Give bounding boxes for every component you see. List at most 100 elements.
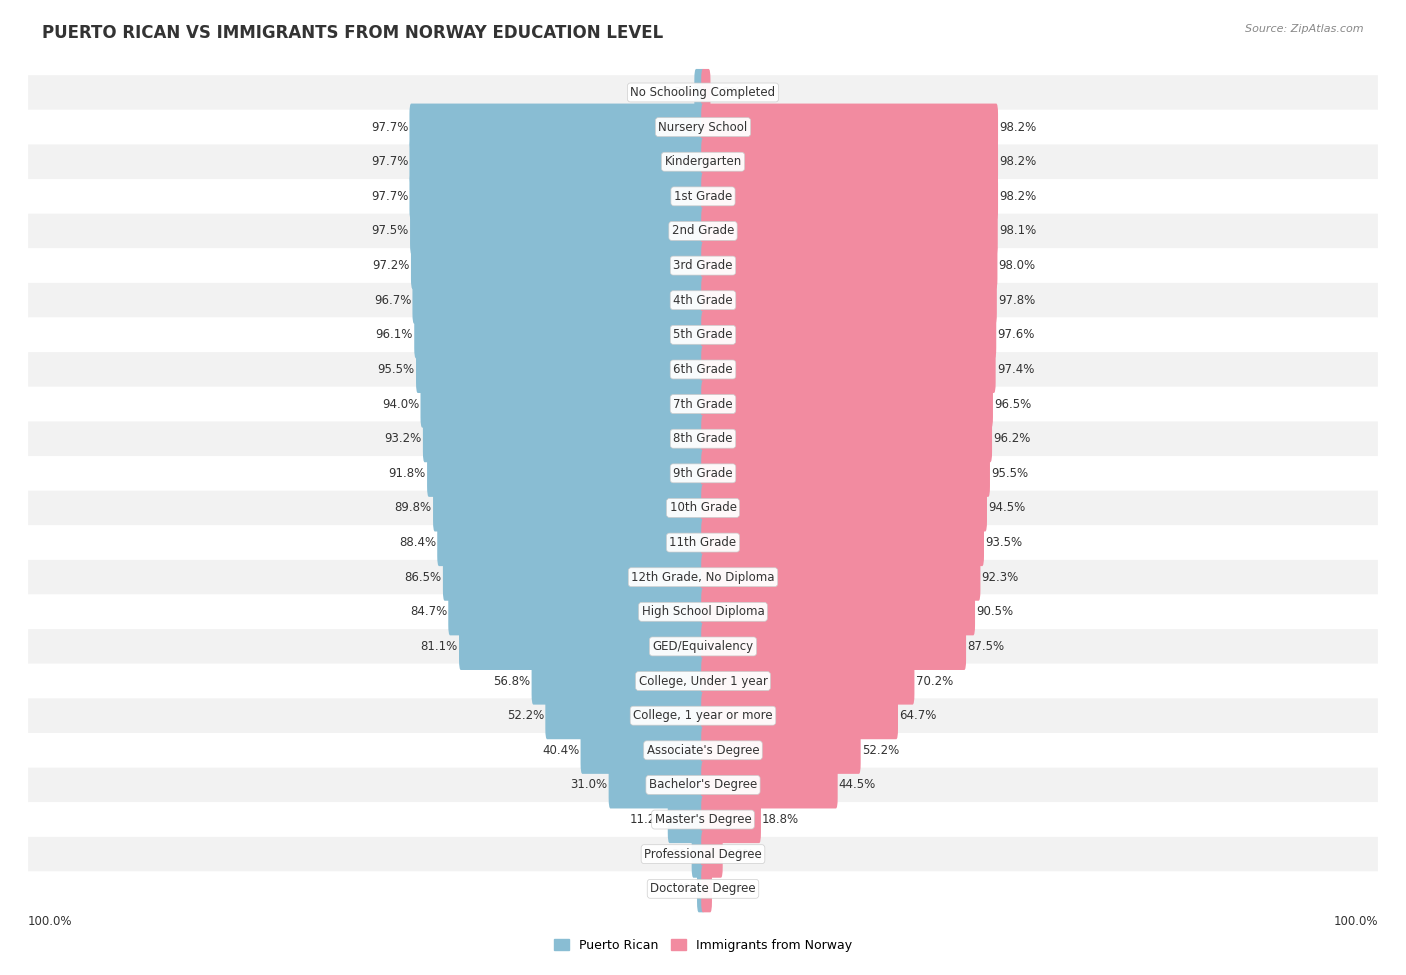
FancyBboxPatch shape [692, 831, 704, 878]
Text: 100.0%: 100.0% [28, 915, 73, 928]
Text: 11th Grade: 11th Grade [669, 536, 737, 549]
FancyBboxPatch shape [28, 214, 1378, 249]
FancyBboxPatch shape [28, 664, 1378, 698]
Legend: Puerto Rican, Immigrants from Norway: Puerto Rican, Immigrants from Norway [548, 934, 858, 956]
Text: 64.7%: 64.7% [900, 709, 936, 722]
FancyBboxPatch shape [409, 103, 704, 151]
FancyBboxPatch shape [28, 318, 1378, 352]
FancyBboxPatch shape [702, 415, 993, 462]
FancyBboxPatch shape [702, 277, 997, 324]
FancyBboxPatch shape [668, 796, 704, 843]
FancyBboxPatch shape [28, 526, 1378, 560]
FancyBboxPatch shape [702, 242, 997, 290]
FancyBboxPatch shape [28, 490, 1378, 526]
FancyBboxPatch shape [412, 277, 704, 324]
Text: 2.3%: 2.3% [664, 86, 693, 99]
Text: 4th Grade: 4th Grade [673, 293, 733, 307]
Text: 98.0%: 98.0% [998, 259, 1036, 272]
Text: 98.2%: 98.2% [1000, 190, 1036, 203]
Text: Doctorate Degree: Doctorate Degree [650, 882, 756, 895]
Text: 18.8%: 18.8% [762, 813, 799, 826]
FancyBboxPatch shape [702, 796, 761, 843]
FancyBboxPatch shape [28, 249, 1378, 283]
Text: 97.7%: 97.7% [371, 121, 408, 134]
Text: 2nd Grade: 2nd Grade [672, 224, 734, 238]
FancyBboxPatch shape [443, 554, 704, 601]
Text: 56.8%: 56.8% [494, 675, 530, 687]
Text: 91.8%: 91.8% [388, 467, 426, 480]
FancyBboxPatch shape [415, 311, 704, 359]
FancyBboxPatch shape [28, 456, 1378, 490]
Text: 94.5%: 94.5% [988, 501, 1025, 515]
Text: 96.1%: 96.1% [375, 329, 413, 341]
FancyBboxPatch shape [702, 69, 710, 116]
Text: 1.9%: 1.9% [711, 86, 741, 99]
Text: 97.7%: 97.7% [371, 190, 408, 203]
Text: PUERTO RICAN VS IMMIGRANTS FROM NORWAY EDUCATION LEVEL: PUERTO RICAN VS IMMIGRANTS FROM NORWAY E… [42, 24, 664, 42]
FancyBboxPatch shape [28, 837, 1378, 872]
FancyBboxPatch shape [28, 75, 1378, 110]
FancyBboxPatch shape [409, 173, 704, 220]
FancyBboxPatch shape [702, 103, 998, 151]
FancyBboxPatch shape [697, 865, 704, 913]
Text: 6.0%: 6.0% [724, 847, 754, 861]
Text: Source: ZipAtlas.com: Source: ZipAtlas.com [1246, 24, 1364, 34]
Text: 97.2%: 97.2% [373, 259, 409, 272]
FancyBboxPatch shape [702, 519, 984, 566]
Text: 9th Grade: 9th Grade [673, 467, 733, 480]
FancyBboxPatch shape [609, 761, 704, 808]
Text: 7th Grade: 7th Grade [673, 398, 733, 410]
Text: 88.4%: 88.4% [399, 536, 436, 549]
FancyBboxPatch shape [28, 629, 1378, 664]
FancyBboxPatch shape [458, 623, 704, 670]
Text: 81.1%: 81.1% [420, 640, 458, 653]
Text: 98.2%: 98.2% [1000, 121, 1036, 134]
Text: 98.1%: 98.1% [998, 224, 1036, 238]
FancyBboxPatch shape [28, 872, 1378, 906]
Text: 52.2%: 52.2% [508, 709, 544, 722]
FancyBboxPatch shape [702, 588, 974, 636]
Text: 97.4%: 97.4% [997, 363, 1035, 376]
Text: 8th Grade: 8th Grade [673, 432, 733, 446]
Text: 86.5%: 86.5% [405, 570, 441, 584]
FancyBboxPatch shape [546, 692, 704, 739]
FancyBboxPatch shape [702, 173, 998, 220]
Text: 12th Grade, No Diploma: 12th Grade, No Diploma [631, 570, 775, 584]
FancyBboxPatch shape [28, 144, 1378, 179]
FancyBboxPatch shape [411, 208, 704, 254]
Text: Nursery School: Nursery School [658, 121, 748, 134]
FancyBboxPatch shape [437, 519, 704, 566]
Text: Bachelor's Degree: Bachelor's Degree [650, 778, 756, 792]
FancyBboxPatch shape [702, 865, 711, 913]
Text: 93.5%: 93.5% [986, 536, 1022, 549]
Text: College, 1 year or more: College, 1 year or more [633, 709, 773, 722]
FancyBboxPatch shape [28, 595, 1378, 629]
FancyBboxPatch shape [531, 657, 704, 705]
Text: 97.6%: 97.6% [997, 329, 1035, 341]
FancyBboxPatch shape [28, 179, 1378, 214]
Text: 97.5%: 97.5% [371, 224, 409, 238]
Text: 1.4%: 1.4% [666, 882, 696, 895]
FancyBboxPatch shape [581, 726, 704, 774]
Text: 93.2%: 93.2% [384, 432, 422, 446]
Text: 90.5%: 90.5% [976, 605, 1014, 618]
FancyBboxPatch shape [702, 449, 990, 497]
Text: 89.8%: 89.8% [395, 501, 432, 515]
FancyBboxPatch shape [702, 311, 997, 359]
Text: 31.0%: 31.0% [571, 778, 607, 792]
FancyBboxPatch shape [702, 623, 966, 670]
Text: 96.5%: 96.5% [994, 398, 1032, 410]
Text: 95.5%: 95.5% [378, 363, 415, 376]
Text: 6th Grade: 6th Grade [673, 363, 733, 376]
FancyBboxPatch shape [702, 761, 838, 808]
FancyBboxPatch shape [702, 831, 723, 878]
FancyBboxPatch shape [702, 380, 993, 428]
FancyBboxPatch shape [702, 726, 860, 774]
Text: High School Diploma: High School Diploma [641, 605, 765, 618]
Text: 96.2%: 96.2% [993, 432, 1031, 446]
Text: 97.7%: 97.7% [371, 155, 408, 169]
FancyBboxPatch shape [702, 208, 998, 254]
FancyBboxPatch shape [28, 352, 1378, 387]
Text: College, Under 1 year: College, Under 1 year [638, 675, 768, 687]
FancyBboxPatch shape [695, 69, 704, 116]
